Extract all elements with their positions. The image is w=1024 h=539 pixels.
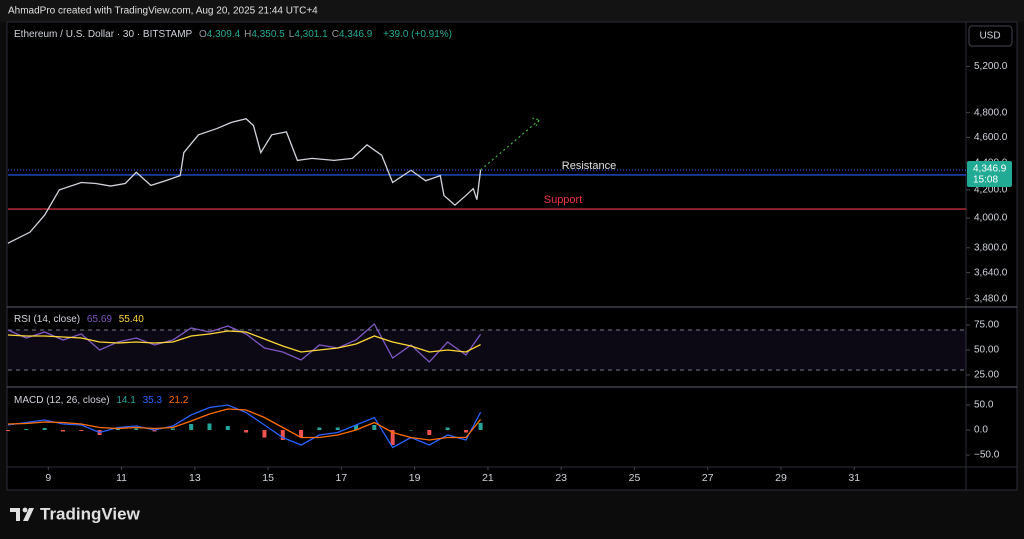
histogram-bar (189, 424, 194, 430)
x-tick-label: 27 (702, 472, 714, 484)
y-tick-label: 4,600.0 (974, 132, 1008, 143)
macd-legend: MACD (12, 26, close) 14.1 35.3 21.2 (14, 395, 192, 406)
y-tick-label: 50.00 (974, 345, 999, 356)
histogram-bar (478, 422, 483, 430)
brand: TradingView (40, 504, 141, 523)
ohlc-key: C (331, 29, 339, 40)
symbol-title: Ethereum / U.S. Dollar · 30 · BITSTAMP (14, 29, 193, 40)
x-tick-label: 13 (189, 472, 201, 484)
change: +39.0 (+0.91%) (383, 29, 453, 40)
chart-area (6, 21, 1018, 491)
rsi-legend: RSI (14, close) 65.69 55.40 (14, 314, 148, 325)
histogram-bar (207, 423, 212, 430)
histogram-bar (299, 430, 304, 438)
histogram-bar (79, 430, 84, 431)
histogram-bar (408, 430, 413, 431)
last-price-box (967, 161, 1012, 188)
currency-button[interactable] (968, 25, 1013, 47)
logo (10, 507, 34, 521)
x-tick-label: 21 (482, 472, 494, 484)
histogram-bar (372, 425, 377, 430)
histogram-bar (225, 426, 230, 430)
x-tick-label: 31 (848, 472, 860, 484)
ohlc-key: O (198, 29, 207, 40)
histogram-bar (115, 429, 120, 430)
ohlc-value: 4,301.1 (294, 29, 328, 40)
histogram-bar (170, 428, 175, 430)
y-tick-label: 4,000.0 (974, 213, 1008, 224)
macd-title: MACD (12, 26, close) (14, 395, 110, 406)
series-line (7, 404, 482, 449)
legend-value: 21.2 (168, 395, 189, 406)
histogram-bar (463, 430, 468, 433)
histogram-bar (244, 430, 249, 433)
currency[interactable]: USD (979, 31, 1000, 42)
level-label: Support (544, 194, 583, 206)
x-tick-label: 9 (45, 472, 51, 484)
histogram-bar (280, 430, 285, 440)
x-tick-label: 11 (116, 472, 127, 484)
y-tick-label: 75.00 (974, 320, 999, 331)
legend-value: 35.3 (142, 395, 163, 406)
histogram-bar (42, 428, 47, 430)
histogram-bar (390, 430, 395, 445)
rsi-title: RSI (14, close) (14, 314, 81, 325)
histogram-bar (427, 430, 432, 435)
histogram-bar (317, 427, 322, 430)
top-bar (0, 0, 1024, 22)
histogram-bar (24, 429, 29, 430)
y-tick-label: 0.0 (974, 425, 988, 436)
y-tick-label: 4,800.0 (974, 107, 1008, 118)
x-tick-label: 23 (555, 472, 567, 484)
x-tick-label: 25 (629, 472, 641, 484)
series-line (7, 330, 481, 353)
series-line (7, 118, 482, 244)
histogram-bar (335, 427, 340, 430)
ohlc-key: L (288, 29, 295, 40)
histogram-bar (445, 427, 450, 430)
x-tick-label: 19 (409, 472, 421, 484)
histogram-bar (134, 428, 139, 430)
ohlc: O4,309.4 H4,350.5 L4,301.1 C4,346.9 (199, 29, 376, 40)
histogram-bar (152, 430, 157, 432)
legend-value: 65.69 (86, 314, 112, 325)
y-tick-label: 50.0 (974, 400, 994, 411)
histogram-bar (262, 430, 267, 438)
ohlc-key: H (244, 29, 252, 40)
x-tick-label: 17 (336, 472, 348, 484)
histogram-bar (6, 430, 10, 431)
y-tick-label: 4,200.0 (974, 185, 1008, 196)
histogram-bar (354, 425, 359, 430)
x-tick-label: 15 (262, 472, 274, 484)
x-tick-label: 29 (775, 472, 787, 484)
y-tick-label: 3,480.0 (974, 293, 1008, 304)
y-tick-label: 5,200.0 (974, 61, 1008, 72)
rsi-band (8, 330, 966, 370)
watermark: AhmadPro created with TradingView.com, A… (8, 6, 318, 17)
y-tick-label: 3,640.0 (974, 267, 1008, 278)
y-tick-label: 3,800.0 (974, 242, 1008, 253)
ohlc-value: 4,350.5 (251, 29, 285, 40)
price-legend: Ethereum / U.S. Dollar · 30 · BITSTAMP O… (14, 29, 456, 40)
y-tick-label: 25.00 (974, 370, 999, 381)
last-price: 4,346.9 (973, 164, 1007, 175)
level-label: Resistance (562, 160, 616, 172)
legend-value: 55.40 (118, 314, 144, 325)
series-line (7, 408, 482, 441)
y-tick-label: −50.0 (974, 450, 1000, 461)
legend-value: 14.1 (116, 395, 136, 406)
ohlc-value: 4,309.4 (206, 29, 241, 40)
histogram-bar (60, 430, 65, 432)
countdown: 15:08 (973, 175, 998, 186)
ohlc-value: 4,346.9 (338, 29, 373, 40)
